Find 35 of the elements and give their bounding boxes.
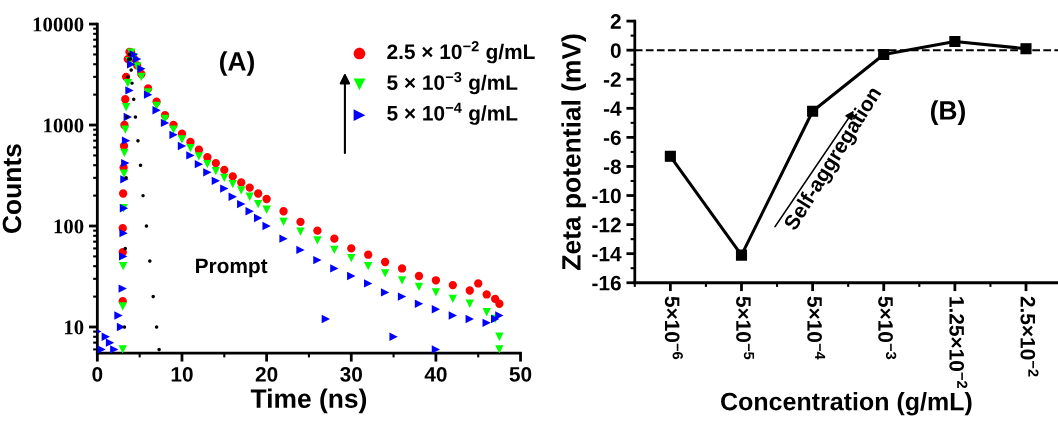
y-tick-label: 100 [54, 219, 84, 234]
y-tick-label: -8 [603, 159, 621, 175]
text: (B) [930, 100, 965, 125]
x-tick-label: 5×10$^{−6}$ [664, 296, 683, 360]
y-tick-label: 1000 [44, 118, 84, 133]
x-tick-label: 50 [509, 366, 532, 382]
y-tick-label: 0 [610, 43, 621, 58]
x-tick-label: 1.25×10$^{−2}$ [949, 297, 968, 389]
x-tick-label: 0 [92, 366, 103, 382]
legend-label: 5 × 10$^{−3}$ g/mL [387, 71, 518, 95]
legend-label: 5 × 10$^{−4}$ g/mL [387, 102, 518, 125]
x-axis-title: Time (ns) [250, 388, 367, 414]
annotation: Prompt [196, 258, 268, 278]
text: (A) [219, 51, 254, 76]
y-tick-label: -10 [592, 188, 621, 204]
y-axis-title: Zeta potential (mV) [561, 34, 586, 270]
x-tick-label: 5×10$^{−4}$ [807, 296, 826, 360]
y-tick-label: -2 [603, 72, 621, 87]
y-tick-label: -4 [603, 101, 622, 116]
x-tick-label: 2.5×10$^{−2}$ [1020, 296, 1039, 377]
x-tick-label: 20 [255, 366, 278, 382]
y-tick-label: -16 [592, 275, 621, 291]
x-axis-title: Concentration (g/mL) [721, 392, 972, 416]
x-tick-label: 10 [171, 366, 193, 382]
x-tick-label: 30 [340, 366, 362, 382]
y-tick-label: -6 [603, 130, 621, 146]
x-tick-label: 5×10$^{−5}$ [736, 296, 755, 360]
y-axis-title: Counts [2, 144, 22, 233]
legend-label: 2.5 × 10$^{−2}$ g/mL [387, 41, 535, 64]
y-tick-label: -12 [592, 217, 621, 233]
y-tick-label: -14 [592, 246, 622, 262]
y-tick-label: 2 [610, 14, 621, 29]
x-tick-label: 5×10$^{−3}$ [878, 296, 897, 360]
y-tick-label: 10000 [33, 17, 84, 32]
x-tick-label: 40 [424, 366, 447, 382]
